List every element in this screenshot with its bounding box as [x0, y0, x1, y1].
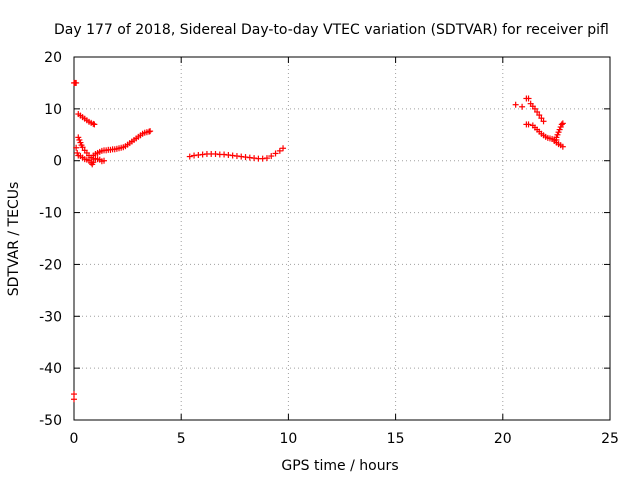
- data-point: [525, 95, 532, 102]
- data-point: [558, 121, 565, 128]
- data-point: [147, 128, 154, 135]
- x-tick-label: 20: [494, 431, 512, 447]
- data-point: [531, 105, 538, 112]
- data-point: [559, 143, 566, 150]
- data-point: [268, 153, 275, 160]
- data-point: [536, 112, 543, 119]
- data-point: [263, 155, 270, 162]
- data-point: [71, 396, 77, 403]
- y-tick-label: 20: [44, 50, 62, 66]
- y-axis-label: SDTVAR / TECUs: [6, 182, 22, 297]
- data-point: [519, 103, 526, 110]
- y-tick-label: -20: [39, 257, 62, 273]
- data-point: [280, 145, 287, 152]
- x-tick-label: 5: [177, 431, 186, 447]
- data-point: [79, 144, 86, 151]
- data-point: [559, 120, 566, 127]
- x-tick-label: 25: [601, 431, 619, 447]
- data-point: [534, 108, 541, 115]
- data-point: [71, 391, 77, 398]
- y-tick-label: -40: [39, 361, 62, 377]
- data-point: [101, 157, 108, 164]
- plot-area-frame: [73, 56, 611, 421]
- x-axis-label: GPS time / hours: [281, 458, 398, 474]
- y-tick-label: 10: [44, 102, 62, 118]
- y-tick-label: -10: [39, 206, 62, 222]
- data-point: [73, 144, 80, 151]
- data-point: [272, 150, 279, 157]
- chart-title: Day 177 of 2018, Sidereal Day-to-day VTE…: [54, 22, 609, 38]
- data-point: [540, 118, 547, 125]
- axis-ticks: 0 5 10 15 20 25 -50 -40 -30 -20 -10 0 10 20: [39, 50, 619, 447]
- data-points: [71, 79, 566, 403]
- y-tick-label: 0: [53, 154, 62, 170]
- grid-lines: [74, 57, 610, 420]
- data-point: [73, 79, 80, 86]
- y-tick-label: -50: [39, 413, 62, 429]
- data-point: [512, 101, 519, 108]
- data-point: [186, 153, 193, 160]
- data-point: [91, 121, 98, 128]
- x-tick-label: 0: [70, 431, 79, 447]
- x-tick-label: 10: [279, 431, 297, 447]
- data-point: [276, 147, 283, 154]
- data-point: [525, 121, 532, 128]
- data-point: [538, 115, 545, 122]
- y-tick-label: -30: [39, 309, 62, 325]
- x-tick-label: 15: [387, 431, 405, 447]
